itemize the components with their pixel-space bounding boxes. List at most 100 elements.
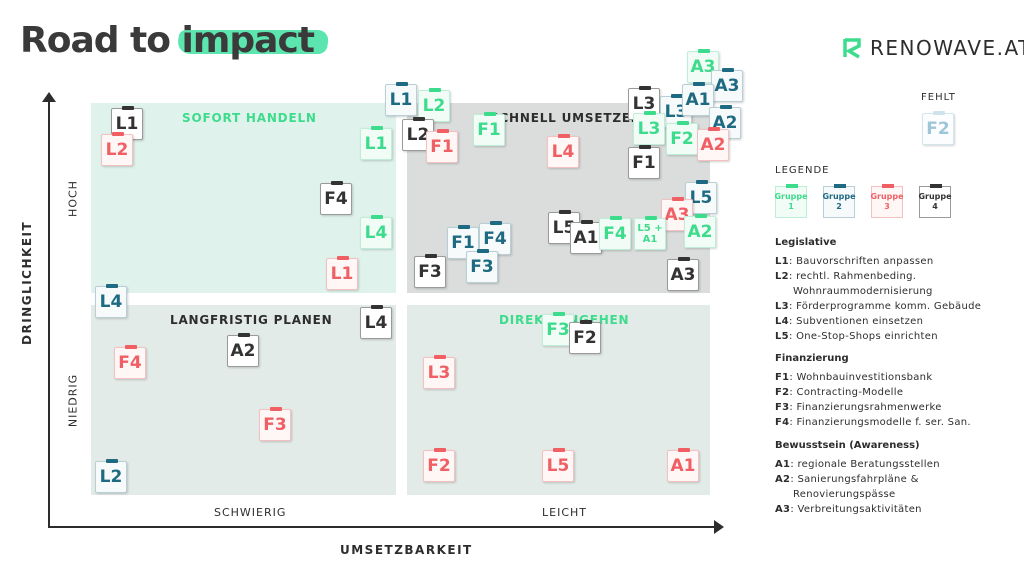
- definition-item: A1: regionale Beratungsstellen: [775, 458, 940, 472]
- note-label: L3: [637, 119, 661, 139]
- sticky-note-a3: A3: [711, 68, 743, 102]
- definition-item: A3: Verbreitungsaktivitäten: [775, 503, 922, 517]
- sticky-note-l3: L3: [633, 111, 665, 145]
- note-pin: [413, 117, 425, 121]
- note-label: F1: [451, 233, 475, 253]
- note-pin: [434, 355, 446, 359]
- note-label: L5: [552, 218, 576, 238]
- sticky-note-f2: F2: [569, 320, 601, 354]
- legend-item-g3: Gruppe 3: [870, 184, 904, 218]
- note-label: F4: [603, 224, 627, 244]
- definition-text: : Sanierungsfahrpläne &: [790, 474, 919, 485]
- sticky-note-l1: L1: [385, 82, 417, 116]
- section-heading: Finanzierung: [775, 353, 849, 364]
- legend-label: Gruppe 3: [870, 192, 904, 211]
- note-pin: [644, 111, 656, 115]
- note-label: F2: [427, 456, 451, 476]
- brand-name: RENOWAVE.AT: [870, 36, 1024, 60]
- note-pin: [580, 320, 592, 324]
- note-pin: [553, 448, 565, 452]
- definition-text: : regionale Beratungsstellen: [790, 459, 940, 470]
- note-label: A3: [714, 76, 740, 96]
- note-pin: [581, 220, 593, 224]
- y-axis-high-label: HOCH: [66, 180, 80, 217]
- definition-item: L3: Förderprogramme komm. Gebäude: [775, 300, 981, 314]
- sticky-note-l2: L2: [418, 88, 450, 122]
- definition-item: A2: Sanierungsfahrpläne &: [775, 473, 919, 487]
- quadrant-label-langfristig-planen: LANGFRISTIG PLANEN: [170, 313, 333, 327]
- sticky-note-l4: L4: [547, 134, 579, 168]
- definition-code: A2: [775, 474, 791, 485]
- note-label: L4: [364, 313, 388, 333]
- note-label: A2: [230, 341, 256, 361]
- x-axis-line: [48, 526, 716, 528]
- sticky-note-l4: L4: [360, 305, 392, 339]
- sticky-note-l5: L5: [542, 448, 574, 482]
- note-pin: [559, 210, 571, 214]
- note-pin: [429, 88, 441, 92]
- note-label: A3: [690, 57, 716, 77]
- definition-item: F4: Finanzierungsmodelle f. ser. San.: [775, 416, 971, 430]
- sticky-note-l3: L3: [423, 355, 455, 389]
- note-pin: [106, 459, 118, 463]
- definition-text: Wohnraummodernisierung: [793, 286, 933, 297]
- legend-pin: [834, 184, 846, 188]
- section-heading: Legislative: [775, 237, 837, 248]
- note-pin: [672, 197, 684, 201]
- definition-text: : Wohnbauinvestitionsbank: [789, 372, 933, 383]
- note-label: A3: [664, 205, 690, 225]
- quadrant-label-sofort-handeln: SOFORT HANDELN: [182, 111, 317, 125]
- note-pin: [371, 126, 383, 130]
- definition-item: L4: Subventionen einsetzen: [775, 315, 923, 329]
- sticky-note-a1: A1: [682, 82, 714, 116]
- page-title: Road to impact: [20, 20, 315, 61]
- note-pin: [698, 49, 710, 53]
- note-label: L1: [364, 134, 388, 154]
- note-label: L4: [551, 142, 575, 162]
- definition-item: L1: Bauvorschriften anpassen: [775, 255, 933, 269]
- title-text: Road to: [20, 20, 182, 61]
- note-label: L4: [364, 223, 388, 243]
- definition-code: A3: [775, 504, 791, 515]
- sticky-note-a1: A1: [570, 220, 602, 254]
- note-label: L5: [546, 456, 570, 476]
- definition-code: A1: [775, 459, 791, 470]
- x-axis-title: UMSETZBARKEIT: [340, 543, 473, 557]
- sticky-note-l4: L4: [360, 215, 392, 249]
- note-pin: [708, 127, 720, 131]
- legend-item-g1: Gruppe 1: [774, 184, 808, 218]
- definition-item: L5: One-Stop-Shops einrichten: [775, 330, 938, 344]
- note-label: F4: [118, 353, 142, 373]
- definition-item: F2: Contracting-Modelle: [775, 386, 903, 400]
- definition-text: : Verbreitungsaktivitäten: [790, 504, 922, 515]
- definition-code: L2: [775, 271, 789, 282]
- note-label: L3: [664, 102, 688, 122]
- definition-item: Wohnraummodernisierung: [793, 285, 933, 299]
- sticky-note-f4: F4: [114, 345, 146, 379]
- legend-label: Gruppe 4: [918, 192, 952, 211]
- note-label: A2: [700, 135, 726, 155]
- definition-text: : One-Stop-Shops einrichten: [788, 331, 938, 342]
- legend-title: LEGENDE: [775, 165, 830, 176]
- note-label: F3: [470, 257, 494, 277]
- sticky-note-f4: F4: [599, 216, 631, 250]
- sticky-note-l1: L1: [326, 256, 358, 290]
- definition-code: F4: [775, 417, 790, 428]
- note-pin: [693, 82, 705, 86]
- note-pin: [484, 112, 496, 116]
- legend-pin: [882, 184, 894, 188]
- note-label: F2: [670, 129, 694, 149]
- note-pin: [371, 305, 383, 309]
- sticky-note-f1: F1: [628, 145, 660, 179]
- definition-text: Renovierungspässe: [793, 489, 896, 500]
- section-heading: Bewusstsein (Awareness): [775, 440, 920, 451]
- note-label: L1: [389, 90, 413, 110]
- note-label: F1: [430, 137, 454, 157]
- definition-code: L5: [775, 331, 789, 342]
- legend-item-g4: Gruppe 4: [918, 184, 952, 218]
- note-label: F1: [477, 120, 501, 140]
- brand-logo: RENOWAVE.AT: [842, 36, 1024, 60]
- definition-item: F3: Finanzierungsrahmenwerke: [775, 401, 942, 415]
- y-axis-title: DRINGLICHKEIT: [20, 220, 34, 345]
- legend-label: Gruppe 2: [822, 192, 856, 211]
